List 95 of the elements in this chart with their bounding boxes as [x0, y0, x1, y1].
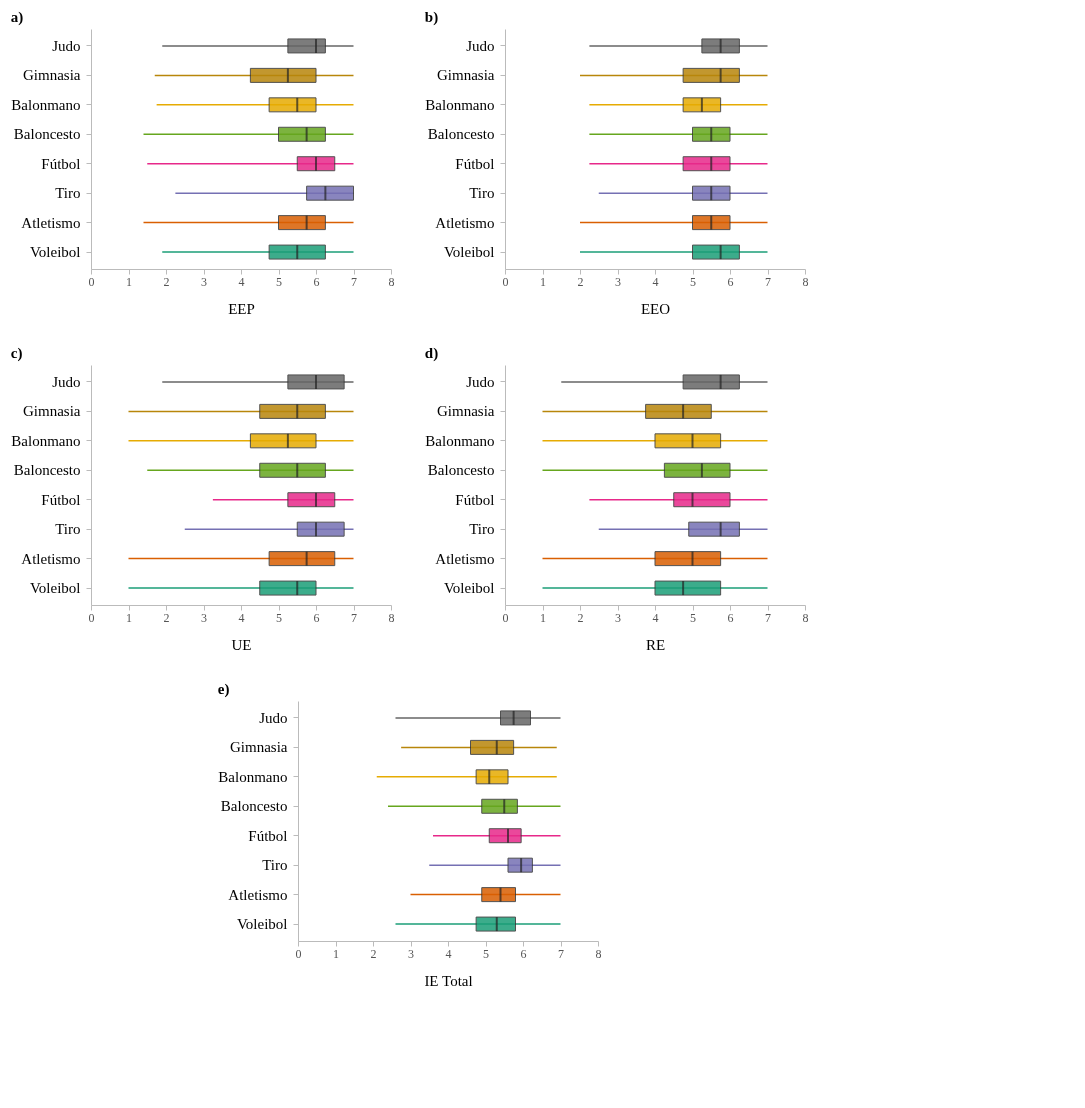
y-tick-label: Atletismo: [228, 886, 288, 903]
x-tick-label: 0: [502, 274, 509, 289]
x-tick-label: 8: [388, 610, 395, 625]
chart-title: b): [424, 9, 439, 26]
y-tick-label: Judo: [466, 373, 495, 390]
y-tick-label: Gimnasia: [437, 403, 495, 420]
x-tick-label: 3: [408, 946, 414, 961]
chart-title: e): [217, 681, 230, 698]
x-tick-label: 0: [88, 274, 95, 289]
x-tick-label: 7: [558, 946, 564, 961]
x-tick-label: 5: [276, 610, 282, 625]
x-tick-label: 1: [540, 274, 546, 289]
x-tick-label: 8: [802, 610, 809, 625]
y-tick-label: Gimnasia: [230, 739, 288, 756]
y-tick-label: Atletismo: [21, 550, 81, 567]
x-tick-label: 6: [727, 274, 734, 289]
y-tick-label: Baloncesto: [427, 126, 495, 143]
x-tick-label: 8: [595, 946, 602, 961]
y-tick-label: Fútbol: [455, 155, 495, 172]
x-tick-label: 3: [201, 274, 207, 289]
x-axis-title: RE: [645, 636, 666, 653]
y-tick-label: Tiro: [469, 185, 495, 202]
x-tick-label: 6: [313, 274, 320, 289]
x-tick-label: 6: [313, 610, 320, 625]
x-tick-label: 2: [577, 610, 584, 625]
x-tick-label: 2: [163, 274, 170, 289]
y-tick-label: Balonmano: [11, 96, 81, 113]
y-tick-label: Tiro: [469, 521, 495, 538]
y-tick-label: Gimnasia: [23, 67, 81, 84]
y-tick-label: Fútbol: [41, 155, 81, 172]
y-tick-label: Gimnasia: [23, 403, 81, 420]
y-tick-label: Balonmano: [425, 96, 495, 113]
chart-title: d): [424, 345, 439, 362]
y-tick-label: Atletismo: [435, 214, 495, 231]
y-tick-label: Judo: [52, 37, 81, 54]
x-tick-label: 0: [502, 610, 509, 625]
x-tick-label: 4: [652, 274, 659, 289]
x-tick-label: 8: [802, 274, 809, 289]
y-tick-label: Tiro: [55, 185, 81, 202]
x-axis-title: IE Total: [424, 972, 473, 989]
x-tick-label: 5: [276, 274, 282, 289]
y-tick-label: Atletismo: [435, 550, 495, 567]
y-tick-label: Judo: [52, 373, 81, 390]
y-tick-label: Baloncesto: [13, 126, 81, 143]
y-tick-label: Fútbol: [455, 491, 495, 508]
x-tick-label: 7: [351, 274, 357, 289]
x-tick-label: 0: [88, 610, 95, 625]
x-tick-label: 2: [163, 610, 170, 625]
y-tick-label: Baloncesto: [220, 798, 288, 815]
y-tick-label: Gimnasia: [437, 67, 495, 84]
x-tick-label: 1: [126, 274, 132, 289]
x-axis-title: EEO: [640, 300, 671, 317]
x-tick-label: 3: [615, 274, 621, 289]
chart-title: a): [10, 9, 24, 26]
x-tick-label: 3: [615, 610, 621, 625]
x-tick-label: 4: [238, 610, 245, 625]
x-tick-label: 6: [727, 610, 734, 625]
x-tick-label: 1: [126, 610, 132, 625]
x-axis-title: UE: [231, 636, 252, 653]
y-tick-label: Judo: [466, 37, 495, 54]
y-tick-label: Voleibol: [443, 580, 495, 597]
x-tick-label: 4: [652, 610, 659, 625]
y-tick-label: Balonmano: [11, 432, 81, 449]
x-tick-label: 2: [577, 274, 584, 289]
x-tick-label: 1: [333, 946, 339, 961]
y-tick-label: Voleibol: [29, 580, 81, 597]
y-tick-label: Tiro: [262, 857, 288, 874]
y-tick-label: Voleibol: [236, 916, 288, 933]
chart-title: c): [10, 345, 23, 362]
x-tick-label: 4: [238, 274, 245, 289]
y-tick-label: Baloncesto: [13, 462, 81, 479]
y-tick-label: Tiro: [55, 521, 81, 538]
y-tick-label: Fútbol: [41, 491, 81, 508]
y-tick-label: Balonmano: [218, 768, 288, 785]
x-tick-label: 0: [295, 946, 302, 961]
y-tick-label: Baloncesto: [427, 462, 495, 479]
y-tick-label: Voleibol: [29, 244, 81, 261]
x-tick-label: 1: [540, 610, 546, 625]
x-tick-label: 7: [765, 610, 771, 625]
y-tick-label: Judo: [259, 709, 288, 726]
x-tick-label: 5: [690, 274, 696, 289]
y-tick-label: Atletismo: [21, 214, 81, 231]
y-tick-label: Fútbol: [248, 827, 288, 844]
y-tick-label: Voleibol: [443, 244, 495, 261]
x-tick-label: 6: [520, 946, 527, 961]
x-tick-label: 4: [445, 946, 452, 961]
x-tick-label: 8: [388, 274, 395, 289]
x-tick-label: 7: [765, 274, 771, 289]
x-tick-label: 3: [201, 610, 207, 625]
x-axis-title: EEP: [228, 300, 255, 317]
x-tick-label: 5: [483, 946, 489, 961]
x-tick-label: 2: [370, 946, 377, 961]
x-tick-label: 5: [690, 610, 696, 625]
y-tick-label: Balonmano: [425, 432, 495, 449]
x-tick-label: 7: [351, 610, 357, 625]
